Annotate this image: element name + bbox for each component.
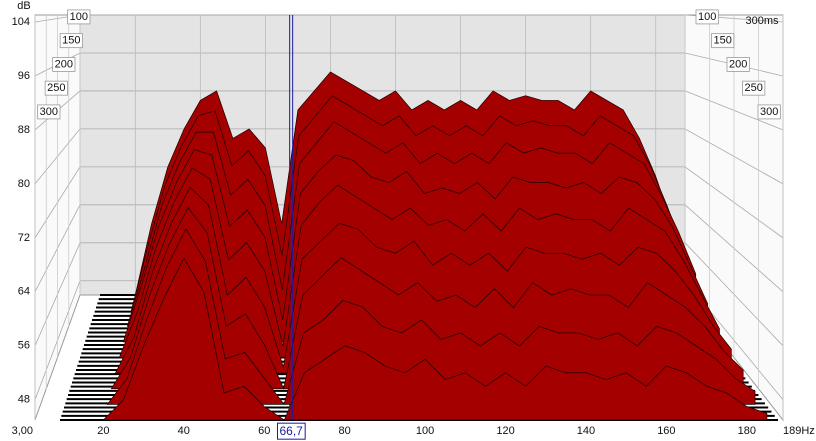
x-tick-label: 20	[97, 425, 109, 437]
time-tick-box	[726, 57, 750, 72]
x-tick-label: 160	[657, 425, 675, 437]
time-tick-label: 300	[760, 106, 778, 118]
time-tick-box	[742, 80, 766, 96]
cursor-label: 66,7	[279, 424, 303, 438]
y-axis-label: dB	[17, 0, 30, 12]
decay-slice	[106, 228, 756, 406]
y-tick-label: 88	[18, 124, 30, 136]
time-tick-box	[711, 33, 735, 49]
time-tick-label: 250	[47, 82, 65, 94]
time-tick-box	[757, 104, 781, 120]
time-tick-box	[52, 57, 76, 72]
time-axis-label: 300ms	[745, 15, 779, 27]
time-tick-box	[695, 9, 719, 25]
time-tick-box	[59, 33, 83, 49]
time-tick-label: 250	[745, 82, 763, 94]
time-tick-label: 100	[70, 11, 88, 23]
x-tick-label: 40	[178, 425, 190, 437]
y-tick-label: 56	[18, 340, 30, 352]
y-tick-label: 80	[18, 178, 30, 190]
x-tick-label: 180	[738, 425, 756, 437]
x-tick-label: 189Hz	[783, 425, 815, 437]
time-tick-label: 200	[729, 58, 747, 70]
time-tick-label: 100	[698, 11, 716, 23]
decay-slice	[102, 257, 768, 421]
time-tick-box	[37, 104, 61, 120]
x-tick-label: 100	[416, 425, 434, 437]
cursor-box	[276, 422, 306, 440]
time-tick-label: 300	[40, 106, 58, 118]
x-tick-label: 120	[496, 425, 514, 437]
x-tick-label: 60	[258, 425, 270, 437]
time-tick-label: 150	[62, 35, 80, 47]
time-tick-box	[67, 9, 91, 25]
y-tick-label: 72	[18, 232, 30, 244]
y-tick-label: 104	[12, 16, 30, 28]
slices	[102, 71, 768, 421]
time-tick-box	[44, 80, 68, 96]
labels: 48 56 64 72 80 88 96 104 3,00 20 40 60 80 100 120 140 16…	[12, 9, 815, 440]
x-tick-label: 3,00	[12, 425, 33, 437]
y-tick-label: 48	[18, 394, 30, 406]
y-tick-label: 96	[18, 70, 30, 82]
time-tick-label: 150	[714, 35, 732, 47]
time-tick-label: 200	[55, 58, 73, 70]
y-tick-label: 64	[18, 286, 30, 298]
x-tick-label: 80	[339, 425, 351, 437]
x-tick-label: 140	[577, 425, 595, 437]
